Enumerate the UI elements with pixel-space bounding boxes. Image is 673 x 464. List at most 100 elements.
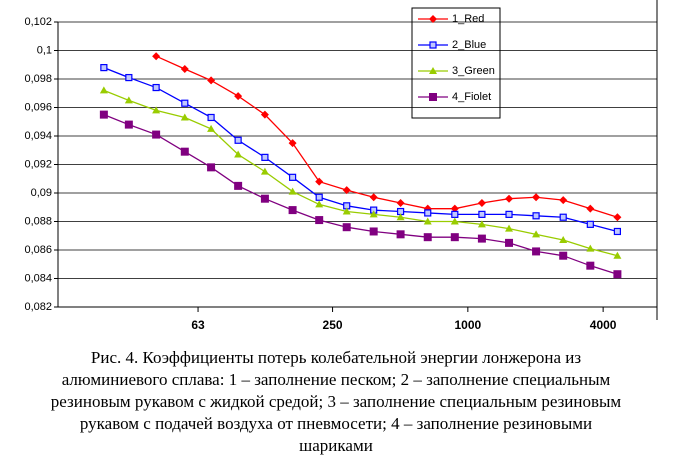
point bbox=[477, 220, 486, 228]
x-tick-label: 63 bbox=[191, 318, 205, 332]
y-tick-label: 0,096 bbox=[24, 101, 52, 113]
legend-label: 1_Red bbox=[452, 13, 484, 25]
caption-line: Рис. 4. Коэффициенты потерь колебательно… bbox=[91, 348, 581, 367]
point bbox=[396, 213, 405, 221]
point bbox=[613, 227, 622, 236]
point bbox=[559, 196, 568, 205]
point bbox=[288, 206, 297, 215]
point bbox=[207, 124, 216, 132]
point bbox=[477, 234, 486, 243]
point bbox=[260, 194, 269, 203]
point bbox=[505, 224, 514, 232]
point bbox=[124, 120, 133, 129]
point bbox=[181, 99, 189, 107]
legend-marker bbox=[429, 41, 437, 49]
point bbox=[423, 217, 432, 225]
point bbox=[505, 238, 514, 247]
point bbox=[260, 167, 269, 175]
point bbox=[396, 230, 405, 239]
series-line bbox=[155, 55, 618, 218]
point bbox=[152, 83, 160, 92]
point bbox=[288, 173, 297, 181]
legend-marker bbox=[429, 93, 437, 101]
point bbox=[505, 210, 513, 218]
legend-box bbox=[411, 7, 501, 119]
y-tick-label: 0,1 bbox=[37, 44, 52, 56]
point bbox=[234, 136, 242, 144]
y-tick-label: 0,092 bbox=[24, 158, 52, 170]
series-line bbox=[103, 89, 618, 257]
point bbox=[478, 210, 486, 218]
caption-line: шариками bbox=[299, 436, 373, 455]
point bbox=[396, 198, 405, 207]
point bbox=[586, 204, 595, 213]
point bbox=[451, 210, 459, 218]
point bbox=[207, 113, 215, 122]
point bbox=[532, 230, 541, 238]
point bbox=[315, 177, 324, 186]
point bbox=[369, 227, 378, 236]
caption-line: резиновым рукавом с жидкой средой; 3 – з… bbox=[51, 392, 622, 411]
point bbox=[613, 270, 622, 279]
caption-line: рукавом с подачей воздуха от пневмосети;… bbox=[80, 414, 592, 433]
point bbox=[477, 198, 486, 207]
x-tick-label: 4000 bbox=[590, 318, 617, 332]
y-tick-label: 0,102 bbox=[24, 16, 52, 28]
y-tick-label: 0,094 bbox=[24, 130, 52, 142]
point bbox=[315, 193, 323, 201]
point bbox=[152, 52, 161, 61]
point bbox=[288, 139, 297, 148]
point bbox=[207, 163, 216, 172]
point bbox=[234, 150, 243, 158]
y-tick-label: 0,098 bbox=[24, 73, 52, 85]
point bbox=[288, 187, 297, 195]
point bbox=[342, 223, 351, 232]
point bbox=[586, 220, 594, 228]
point bbox=[99, 86, 108, 94]
point bbox=[586, 244, 595, 252]
series-line bbox=[103, 114, 618, 275]
point bbox=[559, 251, 568, 260]
point bbox=[559, 213, 567, 221]
point bbox=[261, 153, 269, 161]
point bbox=[450, 233, 459, 242]
point bbox=[315, 200, 324, 208]
point bbox=[505, 194, 514, 203]
legend-label: 3_Green bbox=[452, 65, 495, 77]
point bbox=[124, 96, 133, 104]
point bbox=[180, 113, 189, 121]
point bbox=[613, 213, 622, 222]
series-line bbox=[103, 66, 618, 233]
y-tick-label: 0,09 bbox=[31, 187, 52, 199]
point bbox=[532, 212, 540, 220]
point bbox=[152, 130, 161, 139]
point bbox=[342, 186, 351, 195]
point bbox=[234, 92, 243, 101]
legend-label: 4_Fiolet bbox=[452, 91, 491, 103]
point bbox=[100, 63, 108, 72]
point bbox=[369, 193, 378, 202]
legend-label: 2_Blue bbox=[452, 39, 486, 51]
x-tick-label: 250 bbox=[323, 318, 343, 332]
x-tick-label: 1000 bbox=[454, 318, 481, 332]
point bbox=[234, 181, 243, 190]
point bbox=[180, 147, 189, 156]
point bbox=[450, 204, 459, 213]
point bbox=[450, 217, 459, 225]
point bbox=[532, 193, 541, 202]
point bbox=[586, 261, 595, 270]
legend-marker bbox=[429, 67, 437, 74]
point bbox=[423, 233, 432, 242]
point bbox=[369, 210, 378, 218]
y-tick-label: 0,082 bbox=[24, 301, 52, 313]
point bbox=[260, 110, 269, 119]
y-tick-label: 0,086 bbox=[24, 244, 52, 256]
point bbox=[613, 251, 622, 259]
point bbox=[99, 110, 108, 119]
point bbox=[559, 236, 568, 244]
point bbox=[532, 247, 541, 256]
point bbox=[152, 106, 161, 114]
point bbox=[125, 73, 133, 82]
legend-marker bbox=[429, 15, 437, 23]
